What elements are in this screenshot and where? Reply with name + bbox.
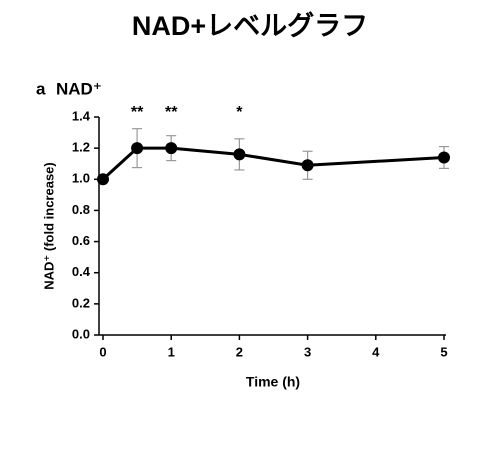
annotation: ** [165,104,178,121]
y-tick-label: 1.4 [72,108,91,123]
x-axis-label: Time (h) [246,374,300,390]
y-tick-label: 1.0 [72,171,90,186]
chart-title: NAD+レベルグラフ [132,10,368,41]
y-tick-label: 0.2 [72,295,90,310]
x-tick-label: 2 [236,344,243,359]
x-tick-label: 0 [99,344,106,359]
data-line [101,146,445,181]
y-tick-label: 0.0 [72,326,90,341]
data-point [301,159,314,172]
data-point [97,173,109,186]
x-tick-label: 1 [168,344,175,359]
panel-label: a [36,79,46,98]
y-tick-label: 0.8 [72,202,90,217]
annotation: * [236,104,243,121]
data-point [131,142,144,155]
data-point [438,151,450,164]
x-tick-label: 5 [440,344,447,359]
x-tick-label: 4 [372,344,380,359]
data-point [233,148,246,161]
data-point [165,142,178,155]
y-axis-label: NAD⁺ (fold increase) [41,162,56,290]
y-tick-label: 1.2 [72,140,90,155]
subtitle: NAD⁺ [56,79,102,98]
annotation: ** [131,104,144,121]
x-tick-label: 3 [304,344,311,359]
y-tick-label: 0.4 [72,264,91,279]
y-tick-label: 0.6 [72,233,90,248]
